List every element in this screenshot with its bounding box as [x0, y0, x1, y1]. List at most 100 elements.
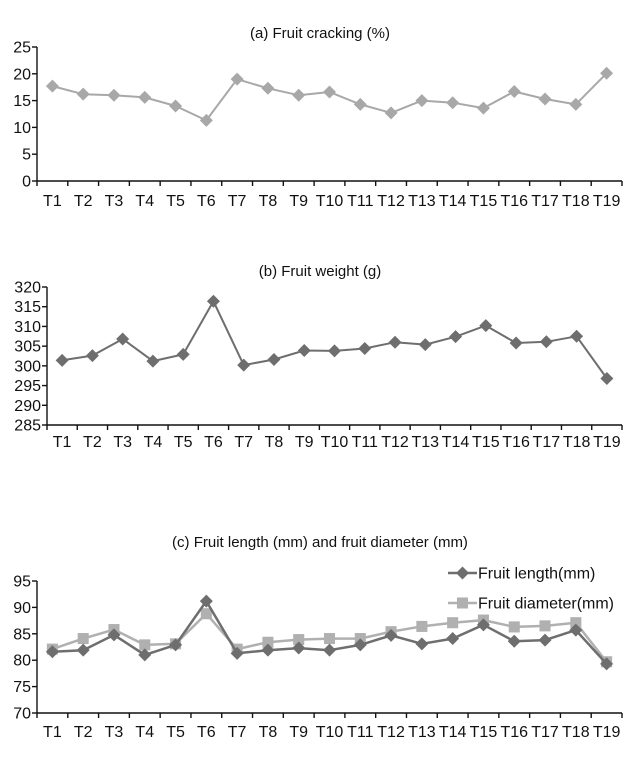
chart-panel-1: (a) Fruit cracking (%) 0 5 10 15 20 25 T1 T2 T3 T4…	[13, 25, 623, 210]
x-tick-label: T3	[105, 724, 124, 741]
x-tick-label: T17	[531, 724, 559, 741]
data-point	[507, 634, 521, 648]
data-point	[267, 353, 281, 367]
data-point	[292, 88, 306, 102]
x-tick-label: T8	[259, 193, 278, 210]
x-tick-label: T16	[502, 434, 530, 451]
legend: Fruit length(mm) Fruit diameter(mm)	[448, 566, 614, 613]
x-tick-label: T5	[174, 434, 193, 451]
x-tick-label: T6	[197, 724, 216, 741]
x-tick-label: T6	[204, 434, 223, 451]
x-tick-label: T1	[43, 724, 62, 741]
y-tick-label: 305	[14, 339, 41, 356]
y-tick-label: 320	[14, 280, 41, 297]
data-point	[570, 329, 584, 343]
chart-title: (c) Fruit length (mm) and fruit diameter…	[172, 534, 468, 551]
data-point	[569, 97, 583, 111]
legend-swatch-marker	[456, 566, 469, 580]
x-tick-label: T13	[408, 724, 436, 741]
data-point	[388, 335, 402, 349]
x-tick-label: T3	[113, 434, 132, 451]
data-point	[328, 344, 341, 358]
y-tick-label: 10	[13, 120, 31, 137]
data-point	[45, 79, 59, 93]
x-tick-label: T19	[593, 434, 621, 451]
x-tick-label: T3	[105, 193, 124, 210]
y-tick-label: 90	[13, 600, 31, 617]
x-tick-label: T4	[144, 434, 163, 451]
x-tick-label: T19	[593, 724, 621, 741]
x-tick-label: T13	[408, 193, 436, 210]
chart-title: (b) Fruit weight (g)	[259, 263, 382, 280]
y-tick-label: 25	[13, 40, 31, 57]
x-tick-label: T15	[470, 724, 498, 741]
data-point	[415, 94, 429, 108]
data-point	[384, 106, 398, 120]
data-point	[55, 353, 69, 367]
data-point	[415, 637, 429, 651]
data-point	[447, 617, 459, 629]
y-tick-label: 285	[14, 418, 41, 435]
data-point	[297, 343, 311, 357]
y-tick-label: 0	[22, 174, 31, 191]
data-point	[449, 330, 463, 344]
x-tick-label: T10	[316, 193, 344, 210]
y-tick-label: 310	[14, 319, 41, 336]
x-tick-label: T8	[265, 434, 284, 451]
chart-panel-2: (b) Fruit weight (g) 285 290 295 300 305 310 31…	[14, 263, 623, 451]
x-tick-label: T14	[439, 193, 467, 210]
x-tick-label: T1	[53, 434, 72, 451]
data-point	[416, 620, 428, 632]
data-point	[200, 608, 212, 620]
data-point	[539, 620, 551, 632]
x-tick-label: T17	[531, 193, 559, 210]
data-point	[508, 621, 520, 633]
x-tick-label: T11	[347, 724, 373, 741]
x-tick-label: T11	[347, 193, 373, 210]
data-point	[292, 641, 306, 655]
y-tick-label: 70	[13, 706, 31, 723]
data-point	[507, 84, 521, 98]
data-point	[293, 634, 305, 646]
x-tick-label: T7	[228, 193, 247, 210]
x-tick-label: T14	[439, 724, 467, 741]
y-tick-label: 15	[13, 93, 31, 110]
x-tick-label: T5	[166, 193, 185, 210]
data-point	[539, 335, 553, 349]
data-point	[538, 92, 552, 106]
x-tick-label: T16	[500, 193, 528, 210]
data-point	[353, 97, 367, 111]
y-tick-label: 295	[14, 378, 41, 395]
data-point	[206, 294, 220, 308]
data-point	[139, 639, 151, 651]
y-tick-label: 75	[13, 679, 31, 696]
data-point	[323, 633, 336, 645]
data-point	[176, 347, 190, 361]
data-point	[323, 643, 336, 657]
data-point	[85, 349, 99, 363]
x-tick-label: T4	[135, 193, 154, 210]
x-tick-label: T9	[295, 434, 314, 451]
data-point	[446, 96, 460, 110]
x-tick-label: T18	[563, 434, 591, 451]
x-tick-label: T18	[562, 724, 590, 741]
data-point	[77, 633, 89, 645]
x-tick-label: T12	[381, 434, 409, 451]
x-tick-label: T9	[289, 724, 308, 741]
y-tick-label: 80	[13, 653, 31, 670]
legend-label: Fruit length(mm)	[478, 566, 595, 583]
x-tick-label: T7	[228, 724, 247, 741]
x-tick-label: T2	[74, 724, 93, 741]
data-point	[600, 66, 614, 80]
data-point	[569, 623, 583, 637]
data-point	[323, 85, 336, 99]
x-tick-label: T10	[321, 434, 349, 451]
data-point	[199, 113, 213, 127]
y-tick-label: 5	[22, 147, 31, 164]
data-point	[45, 645, 59, 659]
x-tick-label: T19	[593, 193, 621, 210]
x-tick-label: T18	[562, 193, 590, 210]
series-line-1	[61, 300, 608, 380]
x-tick-label: T2	[74, 193, 93, 210]
data-point	[446, 632, 460, 646]
